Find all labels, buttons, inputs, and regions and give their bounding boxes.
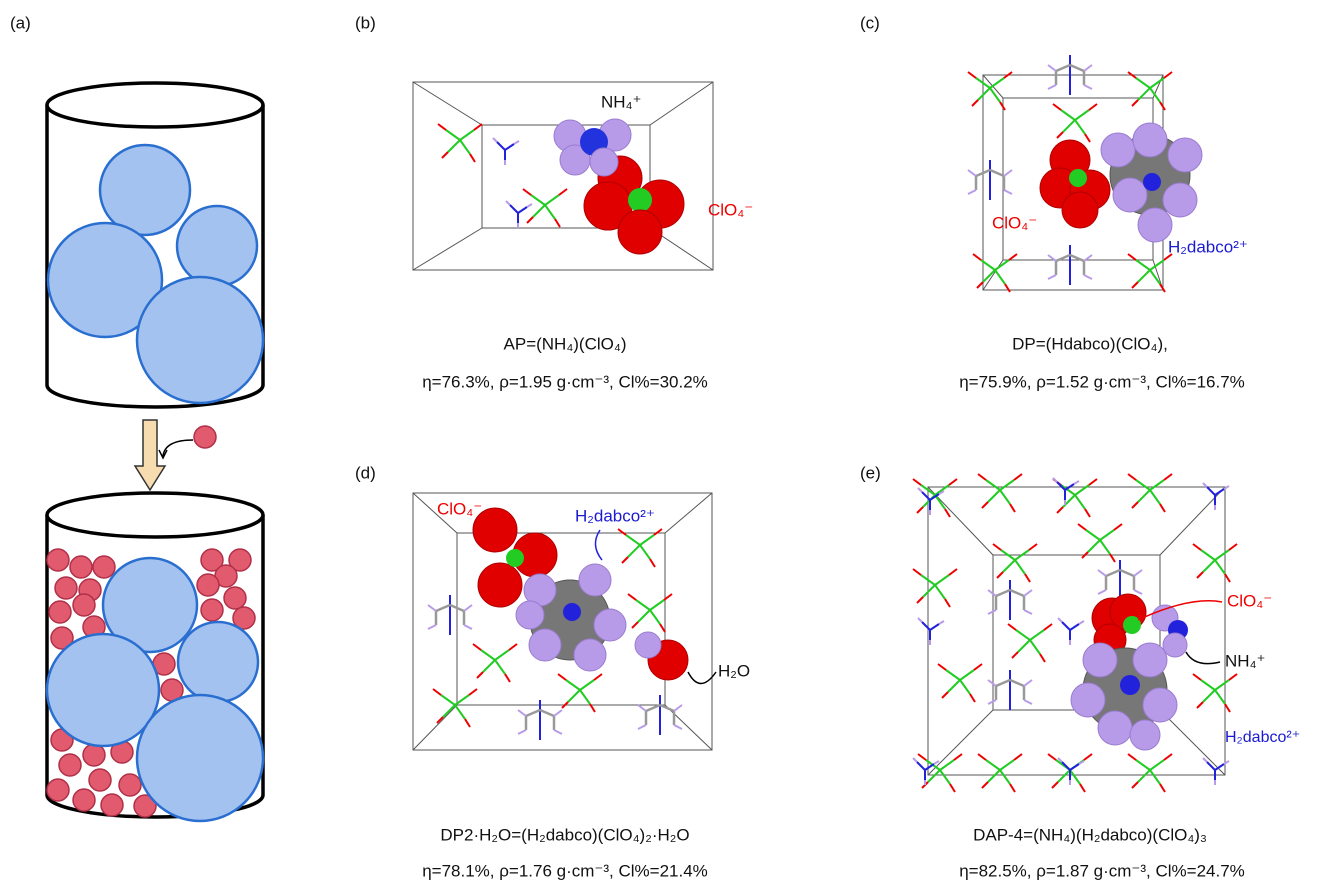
annotation: H₂dabco²⁺ bbox=[575, 506, 655, 525]
annotation: ClO₄⁻ bbox=[1227, 591, 1272, 610]
annotation: H₂dabco²⁺ bbox=[1225, 729, 1300, 746]
process-arrow bbox=[135, 420, 216, 490]
properties: η=75.9%, ρ=1.52 g·cm⁻³, Cl%=16.7% bbox=[959, 372, 1245, 391]
formula: DAP-4=(NH₄)(H₂dabco)(ClO₄)₃ bbox=[973, 825, 1207, 844]
properties: η=78.1%, ρ=1.76 g·cm⁻³, Cl%=21.4% bbox=[422, 861, 708, 880]
properties: η=82.5%, ρ=1.87 g·cm⁻³, Cl%=24.7% bbox=[959, 861, 1245, 880]
panel-label: (e) bbox=[860, 463, 881, 482]
annotation: H₂dabco²⁺ bbox=[1168, 237, 1248, 256]
panel-label: (d) bbox=[355, 463, 376, 482]
formula: DP2·H₂O=(H₂dabco)(ClO₄)₂·H₂O bbox=[440, 825, 689, 844]
unit-cell bbox=[413, 82, 713, 270]
cylinder-before bbox=[47, 83, 263, 407]
panel-label: (c) bbox=[860, 13, 880, 32]
annotation: ClO₄⁻ bbox=[708, 200, 753, 219]
annotation: H₂O bbox=[718, 661, 750, 680]
annotation: NH₄⁺ bbox=[1225, 651, 1265, 670]
formula: DP=(Hdabco)(ClO₄), bbox=[1012, 334, 1168, 353]
cylinder-after bbox=[47, 493, 263, 821]
page: (a) (b) NH₄⁺ ClO₄⁻ AP=(NH₄)(ClO₄) η=76.3… bbox=[0, 0, 1318, 885]
panel-label: (a) bbox=[10, 13, 31, 32]
annotation: NH₄⁺ bbox=[601, 92, 641, 111]
annotation: ClO₄⁻ bbox=[992, 213, 1037, 232]
properties: η=76.3%, ρ=1.95 g·cm⁻³, Cl%=30.2% bbox=[422, 372, 708, 391]
figure: (a) (b) NH₄⁺ ClO₄⁻ AP=(NH₄)(ClO₄) η=76.3… bbox=[0, 0, 1318, 885]
molecule-model bbox=[438, 119, 684, 254]
annotation: ClO₄⁻ bbox=[437, 499, 482, 518]
formula: AP=(NH₄)(ClO₄) bbox=[504, 334, 627, 353]
panel-label: (b) bbox=[355, 13, 376, 32]
